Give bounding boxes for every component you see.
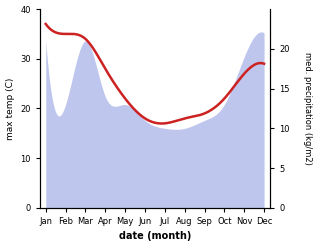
- X-axis label: date (month): date (month): [119, 231, 191, 242]
- Y-axis label: max temp (C): max temp (C): [5, 77, 15, 140]
- Y-axis label: med. precipitation (kg/m2): med. precipitation (kg/m2): [303, 52, 313, 165]
